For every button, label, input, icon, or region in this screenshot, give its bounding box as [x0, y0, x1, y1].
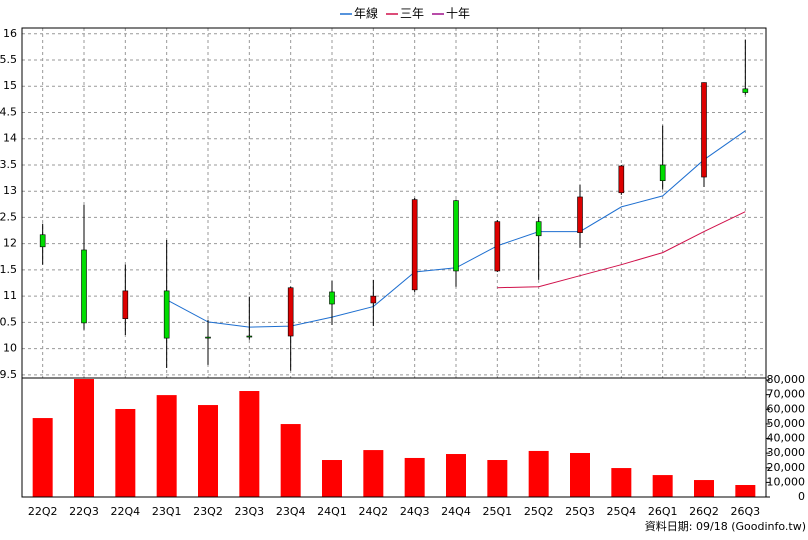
plot-border [21, 27, 767, 498]
y-tick-label: 0.5 [0, 315, 17, 328]
x-tick-label: 22Q2 [28, 505, 58, 518]
volume-bar [652, 475, 673, 497]
y-tick-label: 1.5 [0, 263, 17, 276]
candle-body [742, 88, 749, 93]
source-note: 資料日期: 09/18 (Goodinfo.tw) [645, 519, 806, 533]
y-tick-label: 11 [3, 289, 17, 302]
volume-bar [198, 405, 218, 497]
candle-body [246, 335, 253, 338]
volume-bar [115, 408, 136, 497]
volume-bar [404, 457, 425, 497]
candle-body [81, 249, 87, 324]
y-tick-label: 16 [3, 27, 17, 40]
volume-bar [74, 379, 94, 497]
y-tick-label: 2.5 [0, 210, 17, 223]
plot-background [22, 28, 766, 497]
candle-body [205, 336, 211, 339]
y-tick-label: 12 [3, 237, 17, 250]
volume-bar [570, 452, 590, 497]
y-tick-label: 4.5 [0, 105, 17, 118]
volume-bar [528, 450, 549, 497]
x-tick-label: 23Q2 [193, 505, 223, 518]
candle-body [494, 221, 501, 272]
y2-tick-label: 20,000 [767, 461, 806, 474]
volume-bar [487, 460, 508, 497]
candle-body [329, 291, 335, 305]
y-tick-label: 10 [3, 342, 17, 355]
y2-tick-label: 40,000 [767, 432, 806, 445]
legend-label: 三年 [400, 7, 424, 21]
x-tick-label: 24Q1 [317, 505, 347, 518]
y-tick-label: 3.5 [0, 158, 17, 171]
ma-line [497, 211, 746, 289]
x-tick-label: 26Q1 [648, 505, 678, 518]
x-tick-label: 25Q4 [607, 505, 637, 518]
candle-body [411, 199, 418, 291]
volume-bar [735, 485, 756, 497]
y-tick-label: 14 [3, 132, 17, 145]
x-tick-label: 24Q2 [359, 505, 389, 518]
candle-body [122, 290, 129, 320]
x-tick-label: 25Q1 [483, 505, 513, 518]
volume-bar [280, 424, 301, 497]
legend-label: 十年 [446, 7, 470, 21]
x-tick-label: 24Q3 [400, 505, 430, 518]
volume-bar [446, 454, 466, 497]
x-tick-label: 26Q2 [689, 505, 719, 518]
x-tick-label: 26Q3 [731, 505, 761, 518]
legend-label: 年線 [354, 6, 378, 21]
volume-bar [239, 391, 260, 497]
volume-bar [32, 418, 53, 497]
candle-body [163, 290, 170, 339]
volume-bar [694, 480, 714, 497]
y2-tick-label: 10,000 [767, 475, 806, 488]
volume-bar [322, 460, 342, 497]
x-tick-label: 22Q4 [111, 505, 141, 518]
y2-tick-label: 30,000 [767, 446, 806, 459]
candle-body [659, 164, 666, 181]
x-tick-label: 25Q3 [565, 505, 595, 518]
y-tick-label: 15 [3, 79, 17, 92]
x-tick-label: 23Q1 [152, 505, 182, 518]
volume-bar [156, 395, 177, 497]
y2-tick-label: 80,000 [767, 373, 806, 386]
candle-body [453, 200, 459, 272]
candle-body [39, 234, 46, 248]
x-tick-label: 25Q2 [524, 505, 554, 518]
x-tick-label: 22Q3 [69, 505, 99, 518]
volume-bar [363, 450, 384, 497]
candle-body [535, 221, 542, 237]
candle-body [701, 82, 707, 178]
x-tick-label: 23Q3 [235, 505, 265, 518]
y2-tick-label: 60,000 [767, 402, 806, 415]
y-tick-label: 13 [3, 184, 17, 197]
y2-tick-label: 50,000 [767, 417, 806, 430]
x-tick-label: 23Q4 [276, 505, 306, 518]
y2-tick-label: 70,000 [767, 388, 806, 401]
candle-body [618, 165, 625, 194]
candle-body [577, 196, 583, 233]
volume-bar [611, 468, 632, 497]
candle-body [370, 295, 377, 304]
y-tick-label: 5.5 [0, 53, 17, 66]
candle-body [287, 287, 294, 337]
y2-tick-label: 0 [798, 490, 805, 503]
x-tick-label: 24Q4 [441, 505, 471, 518]
y-tick-label: 9.5 [0, 368, 17, 381]
